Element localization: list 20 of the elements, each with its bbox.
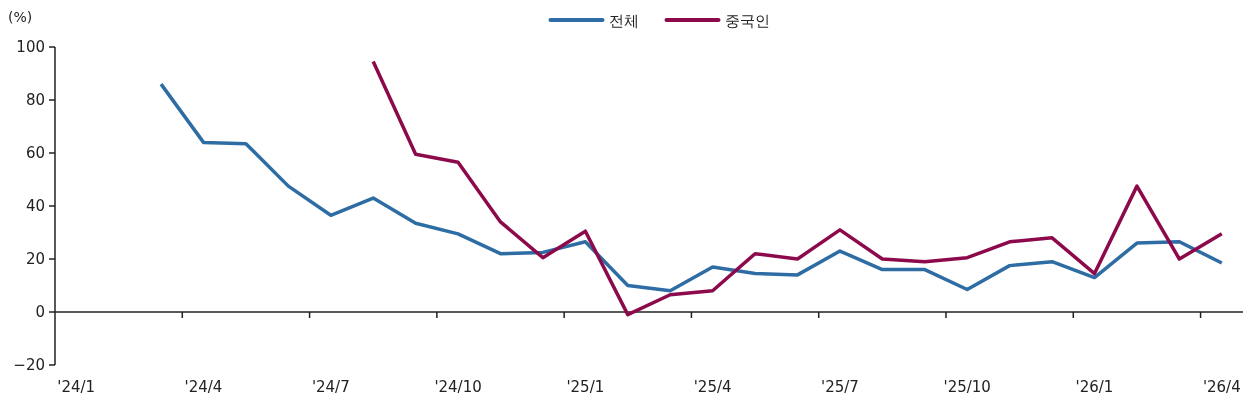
legend-label: 중국인 (724, 12, 770, 30)
x-tick-label: '26/1 (1075, 378, 1114, 396)
y-tick-label: 60 (25, 144, 45, 162)
x-tick-label: '24/4 (184, 378, 223, 396)
legend-label: 전체 (608, 12, 639, 30)
y-axis-title: (%) (8, 9, 33, 25)
x-tick-label: '24/1 (57, 378, 96, 396)
x-tick-label: '25/1 (566, 378, 605, 396)
x-tick-label: '25/4 (693, 378, 732, 396)
y-tick-label: 40 (25, 197, 45, 215)
x-tick-label: '24/7 (311, 378, 350, 396)
y-tick-label: −20 (13, 356, 45, 374)
y-tick-label: 80 (25, 91, 45, 109)
x-tick-label: '24/10 (434, 378, 482, 396)
x-tick-label: '26/4 (1202, 378, 1241, 396)
x-tick-label: '25/10 (943, 378, 991, 396)
y-tick-label: 20 (25, 250, 45, 268)
y-tick-label: 100 (16, 38, 45, 56)
x-tick-label: '25/7 (821, 378, 859, 396)
y-tick-label: 0 (35, 303, 45, 321)
